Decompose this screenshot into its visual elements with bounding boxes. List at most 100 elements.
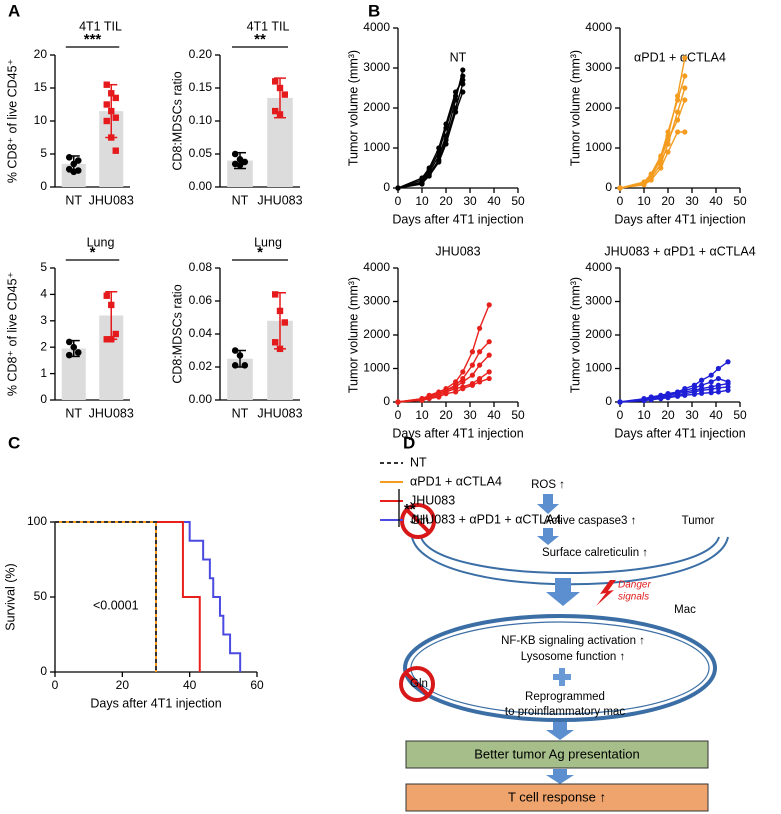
data-point [426,173,432,179]
y-tick-label: 0.00 [189,179,213,193]
chart: 0 1 2 3 4 5 % CD8⁺ of live CD45⁺ Lung NT JHU083 * [5,235,134,420]
data-point [65,338,73,346]
panel-label: D [403,433,415,452]
x-tick-label: 40 [709,408,723,422]
y-tick-label: 1 [40,366,47,380]
data-point [658,165,664,171]
x-tick-label: 20 [661,408,675,422]
arrow [537,528,559,545]
data-point [708,390,714,396]
data-point [699,377,705,383]
significance: ** [254,31,266,48]
calreticulin-text: Surface calreticulin ↑ [542,547,648,559]
y-tick-label: 1000 [363,361,390,375]
plus [553,668,571,686]
antigen-box [405,740,709,769]
survival-line [55,521,157,672]
y-tick-label: 0 [40,392,47,406]
data-point [436,145,442,151]
chart-title: 4T1 TIL [79,19,122,33]
error-bar [274,77,286,119]
y-tick-label: 0.05 [189,146,213,160]
y-tick-label: 100 [27,514,47,528]
x-tick-label: 40 [487,408,501,422]
y-tick-label: 0 [605,394,612,408]
x-tick-label: 20 [116,678,130,692]
data-point [443,391,449,397]
y-tick-label: 15 [34,80,48,94]
legend-label: JHU083 [410,493,455,507]
data-point [477,379,483,385]
data-point [74,157,82,164]
chart-title: αPD1 + αCTLA4 [634,50,726,64]
y-axis-label: Tumor volume (mm³) [346,277,360,393]
line [397,304,490,403]
y-tick-label: 2000 [363,100,390,114]
x-tick-label: 30 [463,408,477,422]
data-point [486,352,492,358]
data-point [453,109,459,115]
data-point [469,372,475,378]
data-point [395,185,401,191]
data-point [272,78,279,85]
y-tick-label: 0.04 [189,326,213,340]
data-point [231,150,239,158]
y-tick-label: 0.08 [189,260,213,274]
y-tick-label: 5 [40,146,47,160]
significance: * [90,244,96,261]
arrow [546,769,574,784]
data-point [436,159,442,165]
x-tick-label: 20 [439,408,453,422]
y-axis-label: CD8:MDSCs ratio [170,71,184,170]
y-tick-label: 2 [40,339,47,353]
x-tick-label: 0 [395,408,402,422]
data-point [272,291,279,298]
y-tick-label: 0.02 [189,359,213,373]
x-tick-label: 30 [685,408,699,422]
data-point [112,330,119,338]
x-tick-label: 30 [463,194,477,208]
y-axis-label: Tumor volume (mm³) [568,277,582,393]
y-axis-label: Tumor volume (mm³) [346,50,360,166]
x-tick-label: 10 [415,408,429,422]
y-axis-label: % CD8⁺ of live CD45⁺ [5,272,19,396]
data-point [715,389,722,395]
x-axis-label: Days after 4T1 injection [614,426,745,440]
y-tick-label: 3000 [585,60,612,74]
chart: 0 1000 2000 3000 4000 0 10 20 30 40 50 Tumor volume… [346,244,525,440]
x-tick-label: NT [232,193,249,207]
data-point [460,73,466,79]
data-point [675,117,681,123]
y-axis-label: Survival (%) [3,563,17,630]
significance: * [257,244,263,261]
error-bar [274,292,286,350]
x-tick-label: 10 [637,408,651,422]
y-tick-label: 0.15 [189,80,213,94]
lysosome-text: Lysosome function ↑ [521,651,625,663]
data-point [675,97,681,103]
data-point [460,369,466,375]
data-point [272,107,279,115]
reprogrammed-text: to proinflammatory mac [505,706,625,718]
x-tick-label: 20 [661,194,675,208]
data-point [699,390,705,396]
data-point [469,382,475,388]
x-tick-label: 60 [250,678,264,692]
significance: *** [84,31,102,48]
data-point [281,319,288,326]
error-bar [67,339,80,358]
data-point [675,109,681,115]
chart-title: Lung [254,235,282,249]
data-point [617,399,623,405]
chart: 0 1000 2000 3000 4000 0 10 20 30 40 50 Tumor volume… [346,20,525,226]
tumor-text: Tumor [682,515,715,527]
data-point [641,182,647,188]
x-tick-label: JHU083 [257,406,302,420]
data-point [708,372,714,378]
data-point [486,369,492,375]
data-point [486,375,492,382]
diagram: ROS ↑ Active caspase3 ↑ Tumor Surface ca… [399,479,729,812]
chart-title: Lung [87,235,115,249]
x-tick-label: 10 [637,194,651,208]
